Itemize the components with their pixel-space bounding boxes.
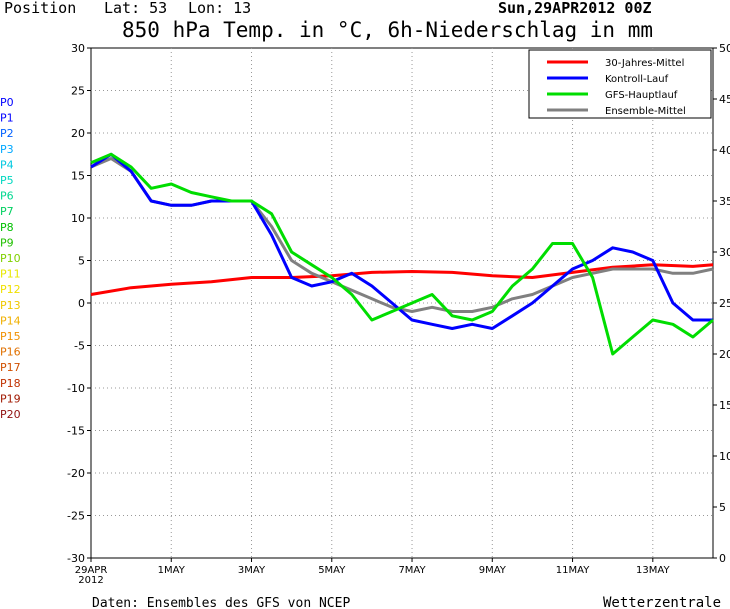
member-label: P8 [0, 221, 14, 234]
left-tick-label: -25 [67, 510, 85, 523]
member-label: P13 [0, 299, 21, 312]
right-tick-label: 45 [719, 93, 730, 106]
legend-label: 30-Jahres-Mittel [605, 58, 684, 69]
legend: 30-Jahres-Mittel Kontroll-Lauf GFS-Hauptla… [528, 49, 712, 119]
member-label: P7 [0, 205, 14, 218]
right-tick-label: 40 [719, 144, 730, 157]
left-tick-label: -20 [67, 467, 85, 480]
left-tick-label: -10 [67, 382, 85, 395]
footer-brand: Wetterzentrale [603, 595, 721, 609]
member-list: P0 P1 P2 P3 P4 P5 P6 P7 P8 P9 P10 P11 P12 P13 P14 P15 P1… [0, 96, 21, 421]
grid-lines [91, 48, 713, 558]
lon-label: Lon: 13 [188, 0, 251, 17]
series-line-30-jahres-mittel [90, 263, 714, 296]
x-tick-label: 9MAY [479, 565, 507, 576]
member-label: P1 [0, 112, 14, 125]
x-tick-label: 13MAY [636, 565, 670, 576]
left-tick-label: 5 [78, 255, 85, 268]
member-label: P4 [0, 158, 14, 171]
left-tick-label: 15 [71, 170, 85, 183]
legend-label: GFS-Hauptlauf [605, 90, 678, 101]
member-label: P20 [0, 408, 21, 421]
x-tick-label: 1MAY [158, 565, 186, 576]
x-axis: 29APR2012 1MAY 3MAY 5MAY 7MAY 9MAY 11MAY 13MAY [75, 558, 670, 586]
left-tick-label: -30 [67, 552, 85, 565]
left-tick-label: 10 [71, 212, 85, 225]
right-tick-label: 10 [719, 450, 730, 463]
x-tick-label: 11MAY [556, 565, 590, 576]
x-tick-label: 29APR [75, 565, 108, 576]
x-tick-label: 5MAY [318, 565, 346, 576]
series-layer [90, 152, 714, 356]
member-label: P17 [0, 361, 21, 374]
member-label: P11 [0, 268, 21, 281]
member-label: P10 [0, 252, 21, 265]
series-line-kontroll-lauf [90, 152, 713, 330]
right-tick-label: 5 [719, 501, 726, 514]
left-tick-label: 25 [71, 85, 85, 98]
x-tick-label: 7MAY [398, 565, 426, 576]
member-label: P6 [0, 190, 14, 203]
member-label: P5 [0, 174, 14, 187]
right-tick-label: 30 [719, 246, 730, 259]
member-label: P12 [0, 283, 21, 296]
member-label: P14 [0, 314, 21, 327]
legend-label: Ensemble-Mittel [605, 106, 686, 117]
lat-label: Lat: 53 [104, 0, 167, 17]
right-tick-label: 35 [719, 195, 730, 208]
member-label: P2 [0, 127, 14, 140]
series-line-gfs-hauptlauf [90, 152, 714, 356]
footer-source: Daten: Ensembles des GFS von NCEP [92, 596, 350, 609]
series-line-ensemble-mittel [90, 157, 714, 313]
position-label: Position [4, 0, 76, 17]
member-label: P9 [0, 236, 14, 249]
right-tick-label: 20 [719, 348, 730, 361]
x-tick-label: 2012 [78, 575, 103, 586]
left-tick-label: 30 [71, 42, 85, 55]
chart-title: 850 hPa Temp. in °C, 6h-Niederschlag in … [122, 18, 653, 42]
x-tick-label: 3MAY [238, 565, 266, 576]
left-tick-label: 0 [78, 297, 85, 310]
member-label: P3 [0, 143, 14, 156]
right-tick-label: 15 [719, 399, 730, 412]
left-tick-label: -15 [67, 425, 85, 438]
left-tick-label: -5 [74, 340, 85, 353]
right-tick-label: 50 [719, 42, 730, 55]
member-label: P19 [0, 392, 21, 405]
left-axis: 30 25 20 15 10 5 0 -5 -10 -15 -20 -25 -30 [67, 42, 91, 565]
member-label: P18 [0, 377, 21, 390]
member-label: P0 [0, 96, 14, 109]
member-label: P15 [0, 330, 21, 343]
left-tick-label: 20 [71, 127, 85, 140]
legend-label: Kontroll-Lauf [605, 74, 669, 85]
member-label: P16 [0, 346, 21, 359]
run-label: Sun,29APR2012 00Z [498, 0, 652, 17]
right-tick-label: 25 [719, 297, 730, 310]
right-tick-label: 0 [719, 552, 726, 565]
